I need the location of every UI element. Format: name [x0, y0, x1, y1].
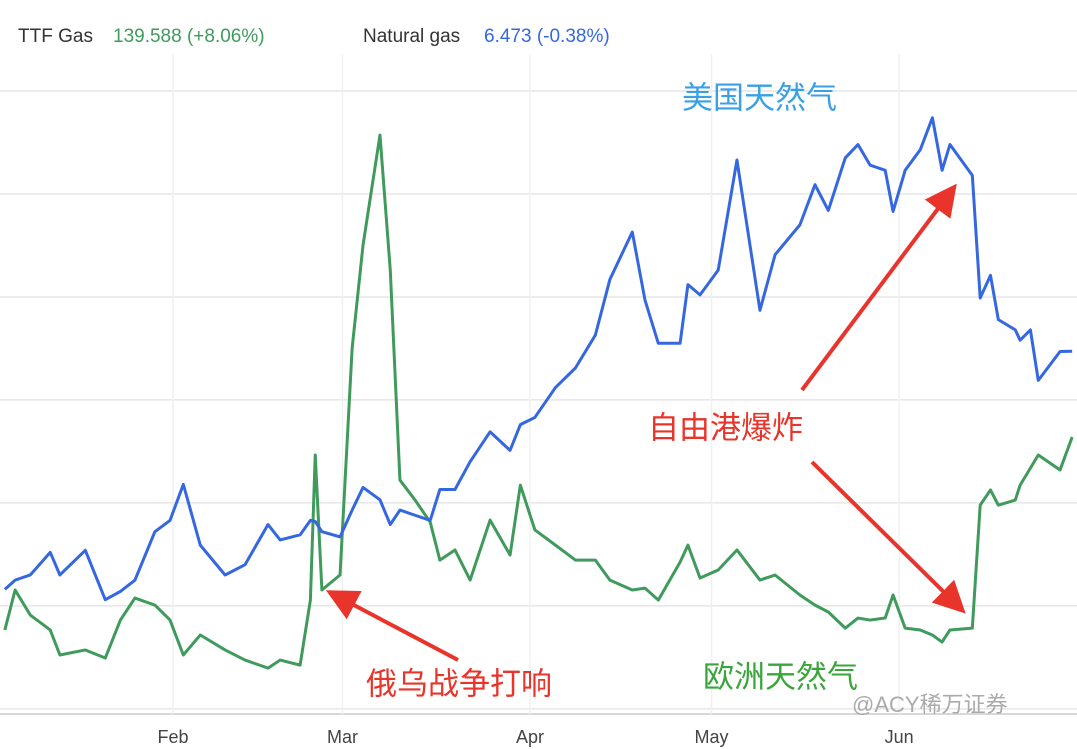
- arrow: [800, 183, 957, 392]
- arrow: [810, 460, 966, 614]
- x-tick-label: Apr: [516, 727, 544, 747]
- series-line: [3, 133, 1074, 670]
- arrow: [325, 590, 459, 662]
- annotation: 自由港爆炸: [648, 411, 803, 447]
- legend-name: Natural gas: [363, 26, 460, 47]
- grid: [0, 54, 1077, 715]
- legend-price: 139.588 (+8.06%): [113, 26, 265, 47]
- annotation: 美国天然气: [682, 81, 837, 117]
- annotation: 俄乌战争打响: [366, 667, 552, 703]
- x-tick-label: May: [695, 727, 729, 747]
- x-tick-label: Feb: [158, 727, 189, 747]
- lines: [3, 116, 1074, 670]
- watermark: @ACY稀万证券: [852, 692, 1008, 717]
- series-line: [3, 116, 1073, 602]
- x-tick-label: Mar: [327, 727, 358, 747]
- x-tick-label: Jun: [885, 727, 914, 747]
- legend-name: TTF Gas: [18, 26, 93, 47]
- annotation: 欧洲天然气: [703, 660, 858, 696]
- legend-price: 6.473 (-0.38%): [484, 26, 610, 47]
